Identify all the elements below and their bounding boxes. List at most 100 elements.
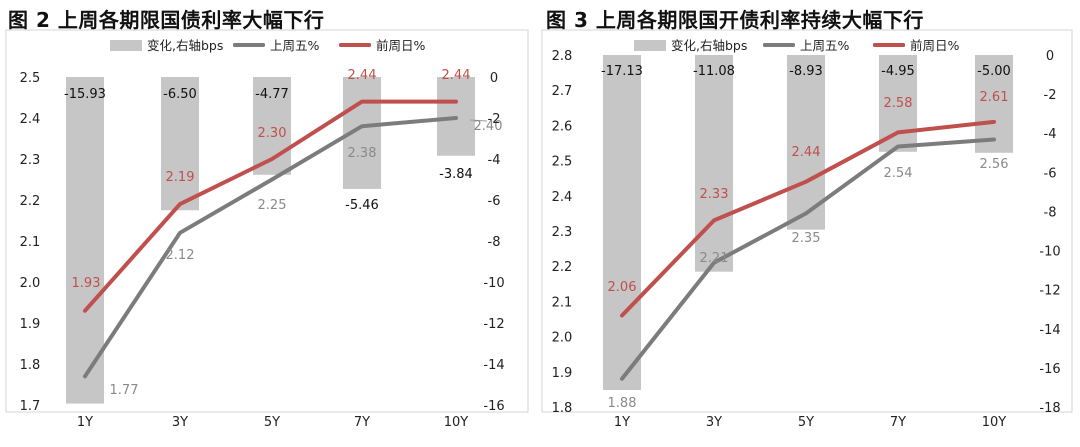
friday-data-label: 2.40 bbox=[474, 119, 503, 134]
friday-data-label: 2.38 bbox=[348, 146, 377, 161]
legend-label: 前周日% bbox=[376, 38, 426, 53]
right-axis-tick-label: -4 bbox=[488, 153, 501, 168]
chart-frame bbox=[541, 29, 1073, 413]
left-axis-tick-label: 2.8 bbox=[552, 49, 573, 64]
right-axis-tick-label: -18 bbox=[1039, 401, 1060, 416]
left-axis-tick-label: 2.1 bbox=[20, 235, 41, 250]
chart-frame bbox=[5, 29, 529, 413]
legend-label: 前周日% bbox=[910, 38, 960, 53]
bar-1y bbox=[603, 55, 641, 390]
friday-data-label: 1.88 bbox=[608, 396, 637, 411]
chart-svg: -17.13 1.88 2.06 -11.08 2.21 2.33 -8.93 2.35 2.4… bbox=[541, 29, 1073, 430]
left-axis-tick-label: 2.4 bbox=[20, 112, 41, 127]
right-axis-tick-label: -14 bbox=[483, 358, 504, 373]
category-tick-label: 3Y bbox=[172, 415, 188, 430]
prev-data-label: 2.44 bbox=[442, 68, 471, 83]
left-axis-tick-label: 1.8 bbox=[552, 401, 573, 416]
friday-data-label: 2.56 bbox=[980, 157, 1009, 172]
bar-data-label: -8.93 bbox=[789, 64, 823, 79]
right-axis-tick-label: 0 bbox=[490, 71, 498, 86]
bar-7y bbox=[879, 55, 917, 152]
category-tick-label: 7Y bbox=[890, 415, 906, 430]
category-tick-label: 7Y bbox=[354, 415, 370, 430]
category-tick-label: 10Y bbox=[982, 415, 1007, 430]
bar-data-label: -5.46 bbox=[345, 198, 379, 213]
legend-label: 变化,右轴bps bbox=[147, 38, 223, 53]
right-axis-tick-label: -2 bbox=[488, 112, 501, 127]
left-axis-tick-label: 2.3 bbox=[20, 153, 41, 168]
bar-5y bbox=[787, 55, 825, 230]
left-axis-tick-label: 2.2 bbox=[20, 194, 41, 209]
left-axis-tick-label: 2.3 bbox=[552, 225, 573, 240]
left-axis-tick-label: 2.5 bbox=[552, 155, 573, 170]
line-series-friday bbox=[83, 116, 458, 379]
bar-data-label: -4.95 bbox=[881, 64, 915, 79]
friday-data-label: 2.35 bbox=[792, 231, 821, 246]
right-axis-tick-label: -12 bbox=[1039, 284, 1060, 299]
right-axis-tick-label: -6 bbox=[1044, 166, 1057, 181]
legend-key-prev bbox=[873, 43, 905, 47]
prev-data-label: 2.44 bbox=[792, 145, 821, 160]
line-series-friday bbox=[620, 137, 996, 381]
right-axis-tick-label: -12 bbox=[483, 317, 504, 332]
bar-3y bbox=[695, 55, 733, 272]
legend-key-bar bbox=[634, 40, 666, 51]
prev-data-label: 2.30 bbox=[258, 126, 287, 141]
right-axis-tick-label: -8 bbox=[1044, 205, 1057, 220]
left-axis-tick-label: 1.9 bbox=[20, 317, 41, 332]
bar-data-label: -5.00 bbox=[977, 64, 1011, 79]
bar-3y bbox=[161, 77, 199, 211]
prev-data-label: 2.61 bbox=[980, 90, 1009, 105]
legend-key-friday bbox=[763, 43, 795, 47]
right-axis-tick-label: -4 bbox=[1044, 127, 1057, 142]
chart-panel-govt-bond: 图 2 上周各期限国债利率大幅下行 -15.93 1.77 1.93 -6.50 2.1… bbox=[0, 0, 538, 447]
left-axis-tick-label: 1.9 bbox=[552, 366, 573, 381]
right-axis-tick-label: 0 bbox=[1046, 49, 1054, 64]
friday-data-label: 2.21 bbox=[700, 251, 729, 266]
category-tick-label: 3Y bbox=[706, 415, 722, 430]
chart-title: 图 3 上周各期限国开债利率持续大幅下行 bbox=[546, 8, 924, 32]
chart-panel-policy-bank-bond: 图 3 上周各期限国开债利率持续大幅下行 -17.13 1.88 2.06 -11.0… bbox=[538, 0, 1080, 447]
bar-10y bbox=[975, 55, 1013, 153]
bar-data-label: -6.50 bbox=[163, 87, 197, 102]
right-axis-tick-label: -16 bbox=[483, 399, 504, 414]
friday-data-label: 2.25 bbox=[258, 198, 287, 213]
left-axis-tick-label: 1.8 bbox=[20, 358, 41, 373]
prev-data-label: 2.06 bbox=[608, 280, 637, 295]
friday-data-label: 2.54 bbox=[884, 166, 913, 181]
bar-data-label: -11.08 bbox=[693, 64, 735, 79]
category-tick-label: 1Y bbox=[614, 415, 630, 430]
left-axis-tick-label: 2.4 bbox=[552, 190, 573, 205]
bar-1y bbox=[66, 77, 104, 404]
friday-data-label: 2.12 bbox=[166, 248, 195, 263]
left-axis-tick-label: 2.5 bbox=[20, 71, 41, 86]
left-axis-tick-label: 2.1 bbox=[552, 295, 573, 310]
legend-key-friday bbox=[233, 43, 265, 47]
left-axis-tick-label: 2.7 bbox=[552, 84, 573, 99]
left-axis-tick-label: 2.2 bbox=[552, 260, 573, 275]
right-axis-tick-label: -14 bbox=[1039, 323, 1060, 338]
prev-data-label: 2.58 bbox=[884, 96, 913, 111]
left-axis-tick-label: 1.7 bbox=[20, 399, 41, 414]
category-tick-label: 5Y bbox=[798, 415, 814, 430]
friday-data-label: 1.77 bbox=[110, 383, 139, 398]
category-tick-label: 5Y bbox=[264, 415, 280, 430]
bar-data-label: -4.77 bbox=[255, 87, 289, 102]
left-axis-tick-label: 2.6 bbox=[552, 119, 573, 134]
right-axis-tick-label: -16 bbox=[1039, 362, 1060, 377]
prev-data-label: 2.44 bbox=[348, 68, 377, 83]
right-axis-tick-label: -8 bbox=[488, 235, 501, 250]
prev-data-label: 2.19 bbox=[166, 170, 195, 185]
prev-data-label: 2.33 bbox=[700, 187, 729, 202]
label-leader-line bbox=[469, 119, 488, 122]
category-tick-label: 1Y bbox=[77, 415, 93, 430]
right-axis-tick-label: -2 bbox=[1044, 88, 1057, 103]
bar-data-label: -17.13 bbox=[601, 64, 643, 79]
legend-key-bar bbox=[110, 40, 142, 51]
legend-label: 上周五% bbox=[800, 38, 850, 53]
bar-data-label: -15.93 bbox=[64, 87, 106, 102]
line-series-prev-sunday bbox=[620, 119, 996, 318]
right-axis-tick-label: -6 bbox=[488, 194, 501, 209]
right-axis-tick-label: -10 bbox=[1039, 245, 1060, 260]
legend-label: 变化,右轴bps bbox=[671, 38, 747, 53]
